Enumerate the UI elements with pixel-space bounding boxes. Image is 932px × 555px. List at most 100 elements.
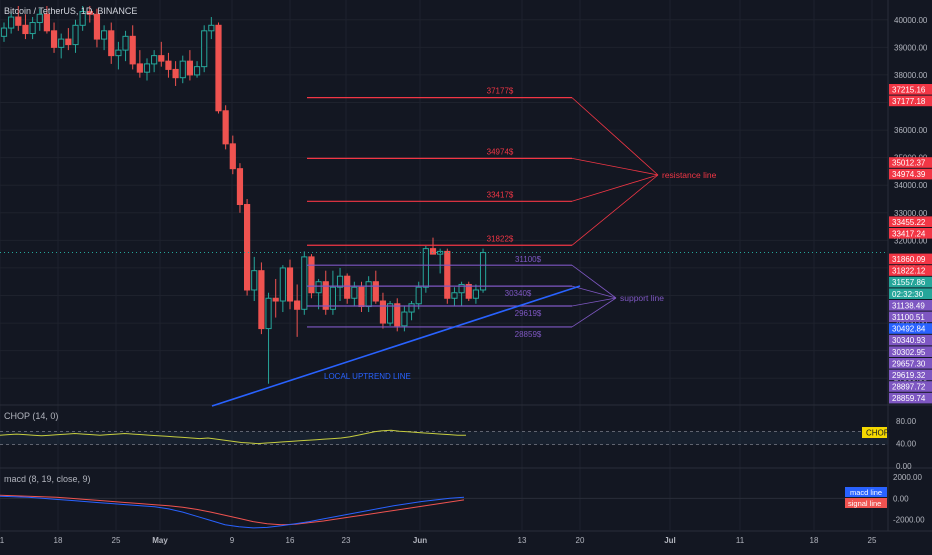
- candle: [165, 60, 172, 70]
- signal-line: [0, 494, 465, 526]
- macd-line: [0, 495, 465, 529]
- chop-axis-tick: 80.00: [896, 417, 917, 426]
- candle: [365, 281, 372, 308]
- price-badge-text: 34974.39: [892, 170, 926, 179]
- chop-indicator-title[interactable]: CHOP (14, 0): [4, 411, 59, 421]
- price-badge-text: 33455.22: [892, 218, 926, 227]
- candle: [258, 270, 265, 330]
- price-axis-tick: 38000.00: [894, 71, 928, 80]
- candle: [79, 11, 86, 26]
- price-badge: [889, 95, 932, 107]
- support-callout-label[interactable]: support line: [620, 293, 664, 303]
- price-badge-text: 31860.09: [892, 255, 926, 264]
- time-axis-label: 18: [54, 536, 63, 545]
- price-badge: [889, 334, 932, 346]
- candle: [458, 283, 465, 294]
- candle: [158, 55, 165, 62]
- candle: [451, 292, 458, 299]
- price-badge: [889, 84, 932, 95]
- candle: [8, 16, 15, 29]
- candle: [115, 49, 122, 57]
- price-badge: [889, 265, 932, 276]
- price-badge-text: 35012.37: [892, 159, 926, 168]
- candle: [50, 30, 58, 48]
- candle: [408, 303, 415, 313]
- support-level-label: 28859$: [515, 330, 542, 339]
- candle: [379, 300, 387, 324]
- price-badge-text: 30302.95: [892, 348, 926, 357]
- price-badge-text: 31100.51: [892, 313, 925, 322]
- resistance-level-label: 37177$: [487, 87, 514, 96]
- candle: [108, 30, 115, 57]
- candle: [308, 256, 315, 294]
- resistance-callout-label[interactable]: resistance line: [662, 170, 717, 180]
- signal-legend-text: signal line: [848, 499, 881, 508]
- time-axis-label: 25: [112, 536, 121, 545]
- candle: [465, 283, 472, 299]
- candle: [122, 35, 129, 51]
- candle: [372, 281, 379, 302]
- price-badge: [889, 157, 932, 168]
- resistance-level-label: 33417$: [487, 190, 514, 199]
- uptrend-line[interactable]: [211, 285, 581, 407]
- price-badge: [889, 168, 932, 180]
- chop-badge-text: CHOP: [866, 429, 889, 438]
- price-badge-text: 31822.12: [892, 267, 926, 276]
- support-level-label: 29619$: [515, 309, 542, 318]
- candle: [272, 297, 279, 302]
- candle: [322, 281, 329, 310]
- candle: [86, 11, 93, 15]
- time-axis-label: 23: [342, 536, 351, 545]
- price-badge: [889, 216, 932, 227]
- candle: [215, 24, 222, 112]
- candle: [286, 267, 294, 302]
- time-axis-label: Jun: [413, 536, 427, 545]
- resistance-level-label: 31822$: [487, 234, 514, 243]
- time-axis-label: May: [152, 536, 168, 545]
- time-axis-label: 13: [518, 536, 527, 545]
- candle: [336, 275, 344, 288]
- candle: [344, 275, 351, 299]
- support-callout-arrow: [571, 297, 617, 307]
- candle: [65, 38, 72, 46]
- price-badge: [889, 288, 932, 299]
- price-axis-tick: 40000.00: [894, 16, 928, 25]
- time-axis-label: 11: [736, 536, 745, 545]
- candle: [101, 30, 108, 40]
- time-axis-label: 9: [230, 536, 235, 545]
- macd-axis-tick: 2000.00: [893, 473, 922, 482]
- price-badge: [889, 369, 932, 381]
- price-badge-text: 31138.49: [892, 301, 925, 310]
- price-badge-text: 02:32:30: [892, 290, 924, 299]
- support-level-label: 30340$: [505, 289, 532, 298]
- candle: [15, 16, 22, 26]
- candle: [58, 38, 65, 48]
- macd-indicator-title[interactable]: macd (8, 19, close, 9): [4, 474, 91, 484]
- price-badge: [889, 228, 932, 239]
- price-badge-text: 28859.74: [892, 394, 926, 403]
- candle: [151, 55, 158, 65]
- chop-axis-tick: 40.00: [896, 440, 917, 449]
- price-badge: [889, 381, 932, 392]
- macd-axis-tick: -2000.00: [893, 515, 925, 524]
- price-badge-text: 29619.32: [892, 371, 926, 380]
- price-badge: [889, 300, 932, 311]
- candle: [358, 286, 365, 308]
- resistance-callout-arrow: [571, 157, 659, 176]
- price-axis-tick: 36000.00: [894, 126, 928, 135]
- price-badge: [889, 346, 932, 357]
- support-callout-arrow: [571, 297, 617, 328]
- candle: [229, 143, 236, 170]
- price-badge-text: 31557.86: [892, 278, 926, 287]
- macd-legend-text: macd line: [850, 488, 882, 497]
- candle: [422, 248, 429, 288]
- price-badge: [889, 392, 932, 404]
- candle: [479, 252, 487, 291]
- symbol-title[interactable]: Bitcoin / TetherUS, 1D, BINANCE: [4, 6, 138, 16]
- candle: [415, 286, 422, 305]
- price-badge-text: 28897.72: [892, 383, 926, 392]
- candle: [329, 286, 336, 310]
- price-badge: [889, 323, 932, 334]
